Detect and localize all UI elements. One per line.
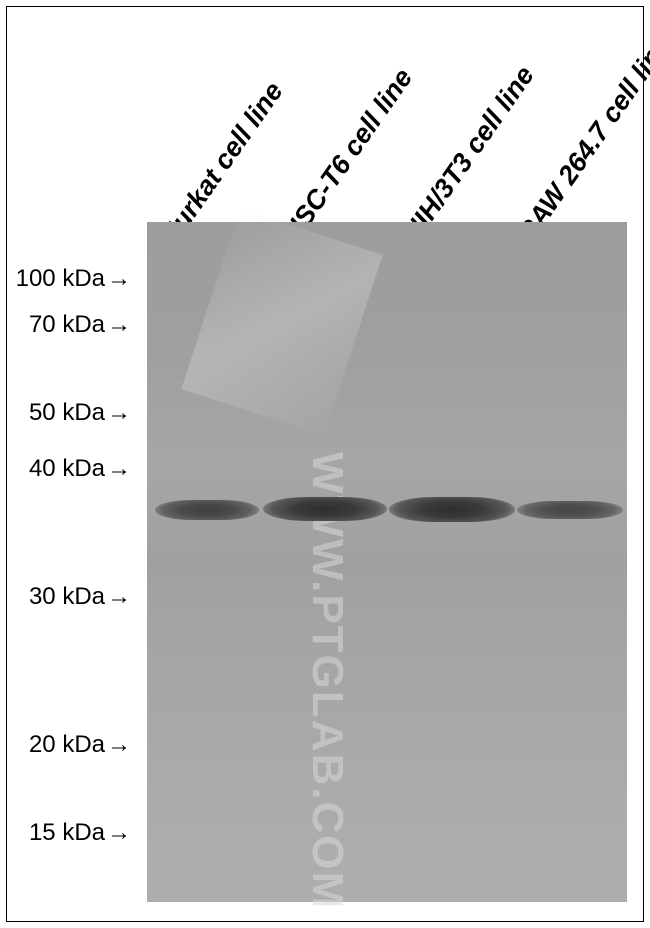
mw-marker: 100 kDa→ xyxy=(16,265,131,293)
band-lane-2 xyxy=(263,497,387,521)
mw-marker: 70 kDa→ xyxy=(29,311,131,339)
lane-label: HSC-T6 cell line xyxy=(277,63,419,248)
mw-marker-label: 15 kDa xyxy=(29,819,105,846)
mw-marker: 30 kDa→ xyxy=(29,583,131,611)
band-lane-4 xyxy=(517,501,623,519)
arrow-icon: → xyxy=(107,265,131,293)
figure-frame: Jurkat cell line HSC-T6 cell line NIH/3T… xyxy=(6,6,644,922)
mw-marker-label: 50 kDa xyxy=(29,399,105,426)
mw-marker-label: 40 kDa xyxy=(29,455,105,482)
arrow-icon: → xyxy=(107,583,131,611)
mw-marker-label: 20 kDa xyxy=(29,731,105,758)
mw-marker-label: 30 kDa xyxy=(29,583,105,610)
mw-marker: 20 kDa→ xyxy=(29,731,131,759)
band-lane-3 xyxy=(389,497,515,522)
arrow-icon: → xyxy=(107,731,131,759)
band-row xyxy=(147,497,627,519)
arrow-icon: → xyxy=(107,399,131,427)
band-lane-1 xyxy=(155,500,259,520)
mw-marker: 50 kDa→ xyxy=(29,399,131,427)
mw-marker: 40 kDa→ xyxy=(29,455,131,483)
mw-marker-label: 100 kDa xyxy=(16,265,105,292)
arrow-icon: → xyxy=(107,311,131,339)
mw-marker-label: 70 kDa xyxy=(29,311,105,338)
mw-marker: 15 kDa→ xyxy=(29,819,131,847)
arrow-icon: → xyxy=(107,455,131,483)
lane-label: RAW 264.7 cell line xyxy=(512,30,650,248)
blot-membrane: WWW.PTGLAB.COM xyxy=(147,222,627,902)
arrow-icon: → xyxy=(107,819,131,847)
